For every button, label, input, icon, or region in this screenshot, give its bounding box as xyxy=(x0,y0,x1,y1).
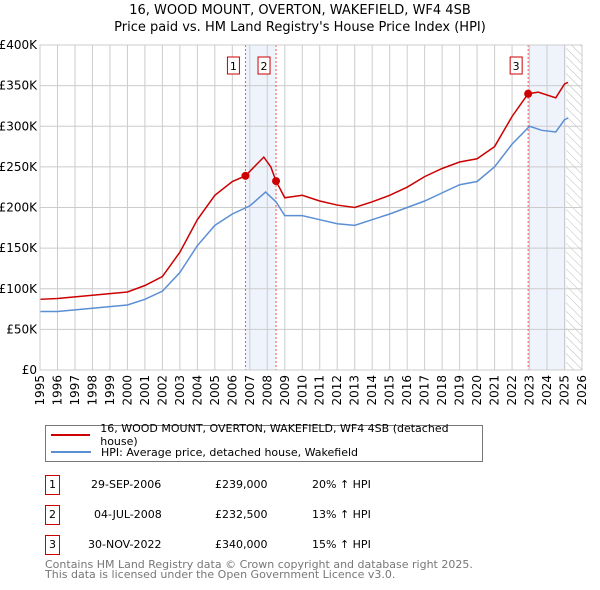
sale-hpi: 15% ↑ HPI xyxy=(312,538,371,551)
x-tick-label: 2006 xyxy=(225,375,239,406)
sale-hpi: 13% ↑ HPI xyxy=(312,508,371,521)
x-tick-label: 2016 xyxy=(400,375,414,406)
x-tick-label: 2013 xyxy=(348,375,362,406)
x-tick-label: 2022 xyxy=(505,375,519,406)
legend-swatch xyxy=(51,434,91,436)
x-tick-label: 1998 xyxy=(85,375,99,406)
sale-point xyxy=(241,171,250,180)
sale-date: 30-NOV-2022 xyxy=(88,538,162,551)
x-tick-label: 1995 xyxy=(33,375,47,406)
hpi-line xyxy=(40,117,569,313)
chart-title: 16, WOOD MOUNT, OVERTON, WAKEFIELD, WF4 … xyxy=(129,3,471,18)
x-tick-label: 2015 xyxy=(383,375,397,406)
x-tick-label: 2023 xyxy=(523,375,537,406)
x-tick-label: 2020 xyxy=(470,375,484,406)
sale-price: £232,500 xyxy=(215,508,268,521)
sale-hpi: 20% ↑ HPI xyxy=(312,478,371,491)
sale-date: 04-JUL-2008 xyxy=(94,508,162,521)
sale-marker-box xyxy=(226,56,240,75)
y-tick-label: £300K xyxy=(0,119,38,133)
y-tick-label: £400K xyxy=(0,38,38,52)
legend-item-property: 16, WOOD MOUNT, OVERTON, WAKEFIELD, WF4 … xyxy=(51,422,482,448)
x-tick-label: 2008 xyxy=(260,375,274,406)
footer: Contains HM Land Registry data © Crown c… xyxy=(45,558,473,581)
x-tick-label: 2012 xyxy=(330,375,344,406)
x-tick-label: 2000 xyxy=(120,375,134,406)
sale-marker-label: 3 xyxy=(513,60,520,73)
x-tick-label: 1996 xyxy=(50,375,64,406)
sale-date: 29-SEP-2006 xyxy=(91,478,162,491)
price-chart: 1995 1996 1997 1998 1999 2000 2001 2002 2003 2004… xyxy=(0,38,589,406)
footer-copyright: Contains HM Land Registry data © Crown c… xyxy=(45,558,473,571)
footer-licence: This data is licensed under the Open Gov… xyxy=(45,568,396,581)
x-tick-label: 2001 xyxy=(138,375,152,406)
sale-marker-box xyxy=(509,56,523,75)
x-tick-label: 2004 xyxy=(190,375,204,406)
sale-price: £239,000 xyxy=(215,478,268,491)
x-tick-label: 2024 xyxy=(540,375,554,406)
x-tick-label: 2005 xyxy=(208,375,222,406)
sale-marker-label: 1 xyxy=(45,475,60,495)
x-tick-label: 2021 xyxy=(488,375,502,406)
legend-swatch xyxy=(51,451,91,453)
x-tick-label: 1997 xyxy=(68,375,82,406)
x-tick-label: 2003 xyxy=(173,375,187,406)
sale-point xyxy=(524,89,533,98)
y-tick-label: £350K xyxy=(0,79,38,93)
sale-marker-label: 2 xyxy=(261,60,268,73)
y-tick-label: £150K xyxy=(0,241,38,255)
y-tick-label: £0 xyxy=(22,363,37,377)
y-tick-label: £100K xyxy=(0,282,38,296)
sale-price: £340,000 xyxy=(215,538,268,551)
sale-marker-label: 3 xyxy=(45,535,60,555)
x-tick-label: 2010 xyxy=(295,375,309,406)
x-tick-label: 2014 xyxy=(365,375,379,406)
x-tick-label: 1999 xyxy=(103,375,117,406)
chart-subtitle: Price paid vs. HM Land Registry's House … xyxy=(114,20,486,35)
sale-point xyxy=(272,177,281,186)
sale-marker-label: 2 xyxy=(45,505,60,525)
x-tick-label: 2026 xyxy=(575,375,589,406)
x-tick-label: 2018 xyxy=(435,375,449,406)
y-tick-label: £250K xyxy=(0,160,38,174)
y-tick-label: £200K xyxy=(0,201,38,215)
sale-marker-label: 1 xyxy=(230,60,237,73)
y-tick-label: £50K xyxy=(6,322,38,336)
x-tick-label: 2011 xyxy=(313,375,327,406)
plot-border xyxy=(39,44,583,371)
x-tick-label: 2009 xyxy=(278,375,292,406)
x-tick-label: 2025 xyxy=(558,375,572,406)
sale-marker-box xyxy=(257,56,271,75)
legend-label: 16, WOOD MOUNT, OVERTON, WAKEFIELD, WF4 … xyxy=(100,422,449,448)
x-tick-label: 2017 xyxy=(418,375,432,406)
legend-label: HPI: Average price, detached house, Wake… xyxy=(101,445,359,459)
property-price-line xyxy=(39,81,569,301)
x-tick-label: 2019 xyxy=(453,375,467,406)
x-tick-label: 2007 xyxy=(243,375,257,406)
legend-item-hpi: HPI: Average price, detached house, Wake… xyxy=(51,444,358,460)
x-tick-label: 2002 xyxy=(155,375,169,406)
legend: 16, WOOD MOUNT, OVERTON, WAKEFIELD, WF4 … xyxy=(45,422,483,462)
